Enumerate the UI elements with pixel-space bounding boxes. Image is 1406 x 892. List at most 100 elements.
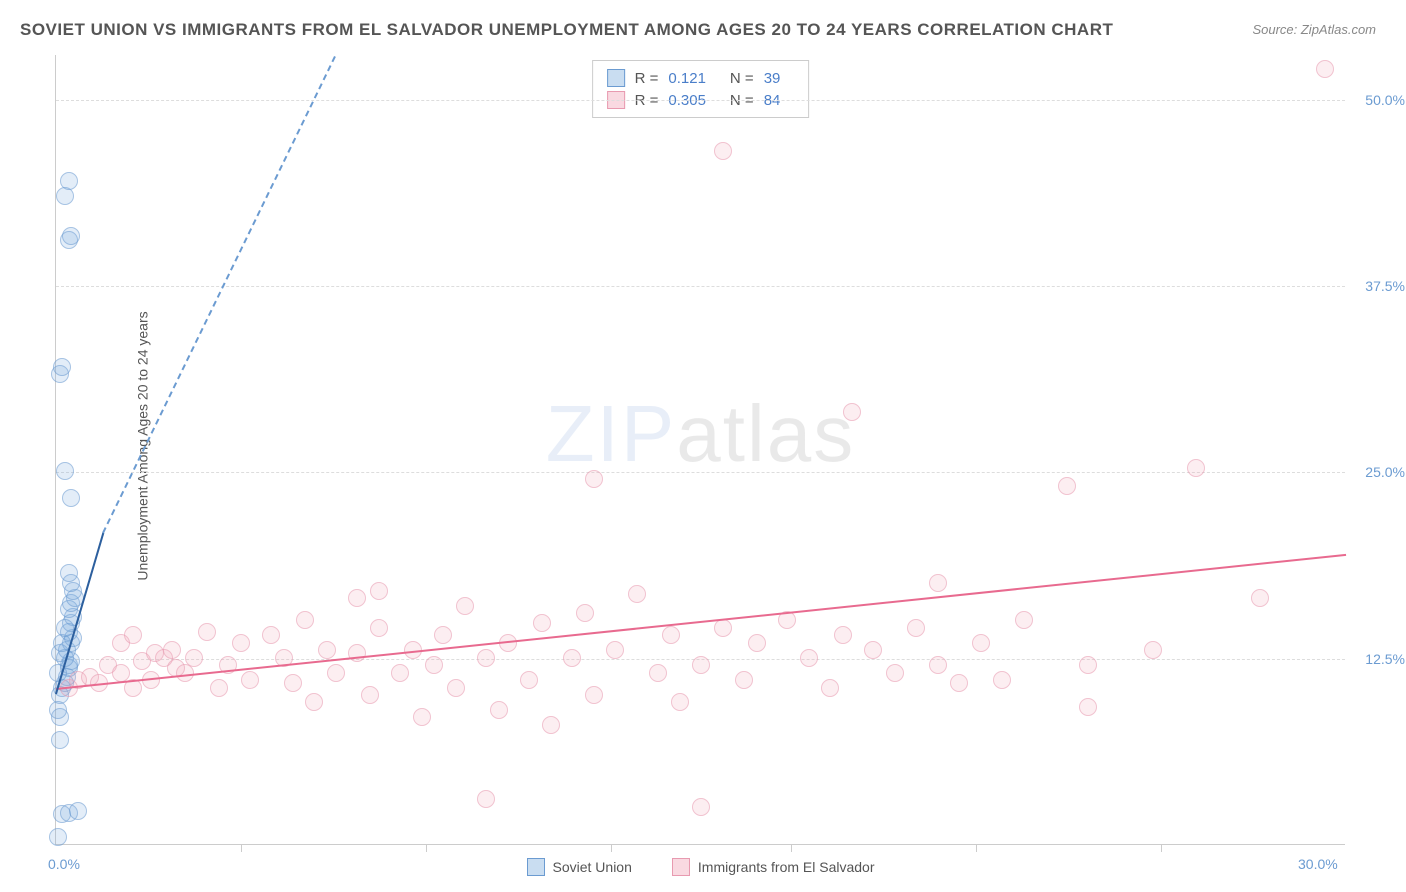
data-point xyxy=(284,674,302,692)
data-point xyxy=(53,358,71,376)
swatch-blue-icon xyxy=(607,69,625,87)
y-tick-label: 12.5% xyxy=(1365,651,1405,667)
x-tick-label: 30.0% xyxy=(1298,856,1338,872)
data-point xyxy=(585,470,603,488)
series-legend: Soviet Union Immigrants from El Salvador xyxy=(527,858,875,876)
data-point xyxy=(950,674,968,692)
x-tick-mark xyxy=(976,844,977,852)
x-tick-mark xyxy=(241,844,242,852)
watermark-atlas: atlas xyxy=(676,389,855,478)
y-tick-label: 50.0% xyxy=(1365,92,1405,108)
data-point xyxy=(843,403,861,421)
data-point xyxy=(413,708,431,726)
data-point xyxy=(1251,589,1269,607)
data-point xyxy=(62,227,80,245)
legend-item-elsalvador: Immigrants from El Salvador xyxy=(672,858,875,876)
data-point xyxy=(318,641,336,659)
n-label: N = xyxy=(730,70,754,87)
data-point xyxy=(834,626,852,644)
data-point xyxy=(1079,698,1097,716)
legend-label-elsalvador: Immigrants from El Salvador xyxy=(698,859,875,875)
x-tick-mark xyxy=(426,844,427,852)
data-point xyxy=(348,589,366,607)
data-point xyxy=(327,664,345,682)
data-point xyxy=(929,574,947,592)
data-point xyxy=(370,619,388,637)
data-point xyxy=(714,619,732,637)
x-tick-mark xyxy=(1161,844,1162,852)
data-point xyxy=(1015,611,1033,629)
x-tick-mark xyxy=(611,844,612,852)
data-point xyxy=(425,656,443,674)
correlation-legend: R = 0.121 N = 39 R = 0.305 N = 84 xyxy=(592,60,810,118)
data-point xyxy=(69,802,87,820)
data-point xyxy=(1058,477,1076,495)
data-point xyxy=(649,664,667,682)
data-point xyxy=(972,634,990,652)
data-point xyxy=(1144,641,1162,659)
data-point xyxy=(296,611,314,629)
x-tick-mark xyxy=(791,844,792,852)
data-point xyxy=(434,626,452,644)
data-point xyxy=(1316,60,1334,78)
data-point xyxy=(49,701,67,719)
data-point xyxy=(447,679,465,697)
data-point xyxy=(662,626,680,644)
data-point xyxy=(692,656,710,674)
y-tick-label: 25.0% xyxy=(1365,464,1405,480)
data-point xyxy=(477,790,495,808)
data-point xyxy=(348,644,366,662)
data-point xyxy=(692,798,710,816)
data-point xyxy=(262,626,280,644)
r-label: R = xyxy=(635,70,659,87)
data-point xyxy=(477,649,495,667)
r-value-soviet: 0.121 xyxy=(668,70,706,87)
data-point xyxy=(520,671,538,689)
y-tick-label: 37.5% xyxy=(1365,278,1405,294)
chart-title: SOVIET UNION VS IMMIGRANTS FROM EL SALVA… xyxy=(20,20,1113,40)
data-point xyxy=(56,462,74,480)
data-point xyxy=(993,671,1011,689)
legend-label-soviet: Soviet Union xyxy=(553,859,632,875)
data-point xyxy=(370,582,388,600)
data-point xyxy=(146,644,164,662)
data-point xyxy=(124,626,142,644)
data-point xyxy=(533,614,551,632)
data-point xyxy=(929,656,947,674)
legend-item-soviet: Soviet Union xyxy=(527,858,632,876)
data-point xyxy=(60,172,78,190)
gridline-horizontal xyxy=(56,472,1345,473)
data-point xyxy=(163,641,181,659)
data-point xyxy=(576,604,594,622)
data-point xyxy=(112,664,130,682)
chart-plot-area: ZIPatlas R = 0.121 N = 39 R = 0.305 N = … xyxy=(55,55,1345,845)
data-point xyxy=(305,693,323,711)
data-point xyxy=(1079,656,1097,674)
legend-row-soviet: R = 0.121 N = 39 xyxy=(607,67,795,89)
data-point xyxy=(628,585,646,603)
data-point xyxy=(585,686,603,704)
data-point xyxy=(60,564,78,582)
source-attribution: Source: ZipAtlas.com xyxy=(1252,22,1376,37)
data-point xyxy=(714,142,732,160)
data-point xyxy=(241,671,259,689)
data-point xyxy=(62,489,80,507)
data-point xyxy=(563,649,581,667)
regression-line xyxy=(102,56,336,534)
swatch-pink-icon xyxy=(672,858,690,876)
data-point xyxy=(232,634,250,652)
data-point xyxy=(490,701,508,719)
data-point xyxy=(361,686,379,704)
swatch-blue-icon xyxy=(527,858,545,876)
gridline-horizontal xyxy=(56,286,1345,287)
n-value-soviet: 39 xyxy=(764,70,781,87)
data-point xyxy=(735,671,753,689)
watermark-zip: ZIP xyxy=(546,389,676,478)
data-point xyxy=(210,679,228,697)
data-point xyxy=(864,641,882,659)
data-point xyxy=(1187,459,1205,477)
data-point xyxy=(391,664,409,682)
data-point xyxy=(198,623,216,641)
watermark: ZIPatlas xyxy=(546,388,855,480)
data-point xyxy=(907,619,925,637)
